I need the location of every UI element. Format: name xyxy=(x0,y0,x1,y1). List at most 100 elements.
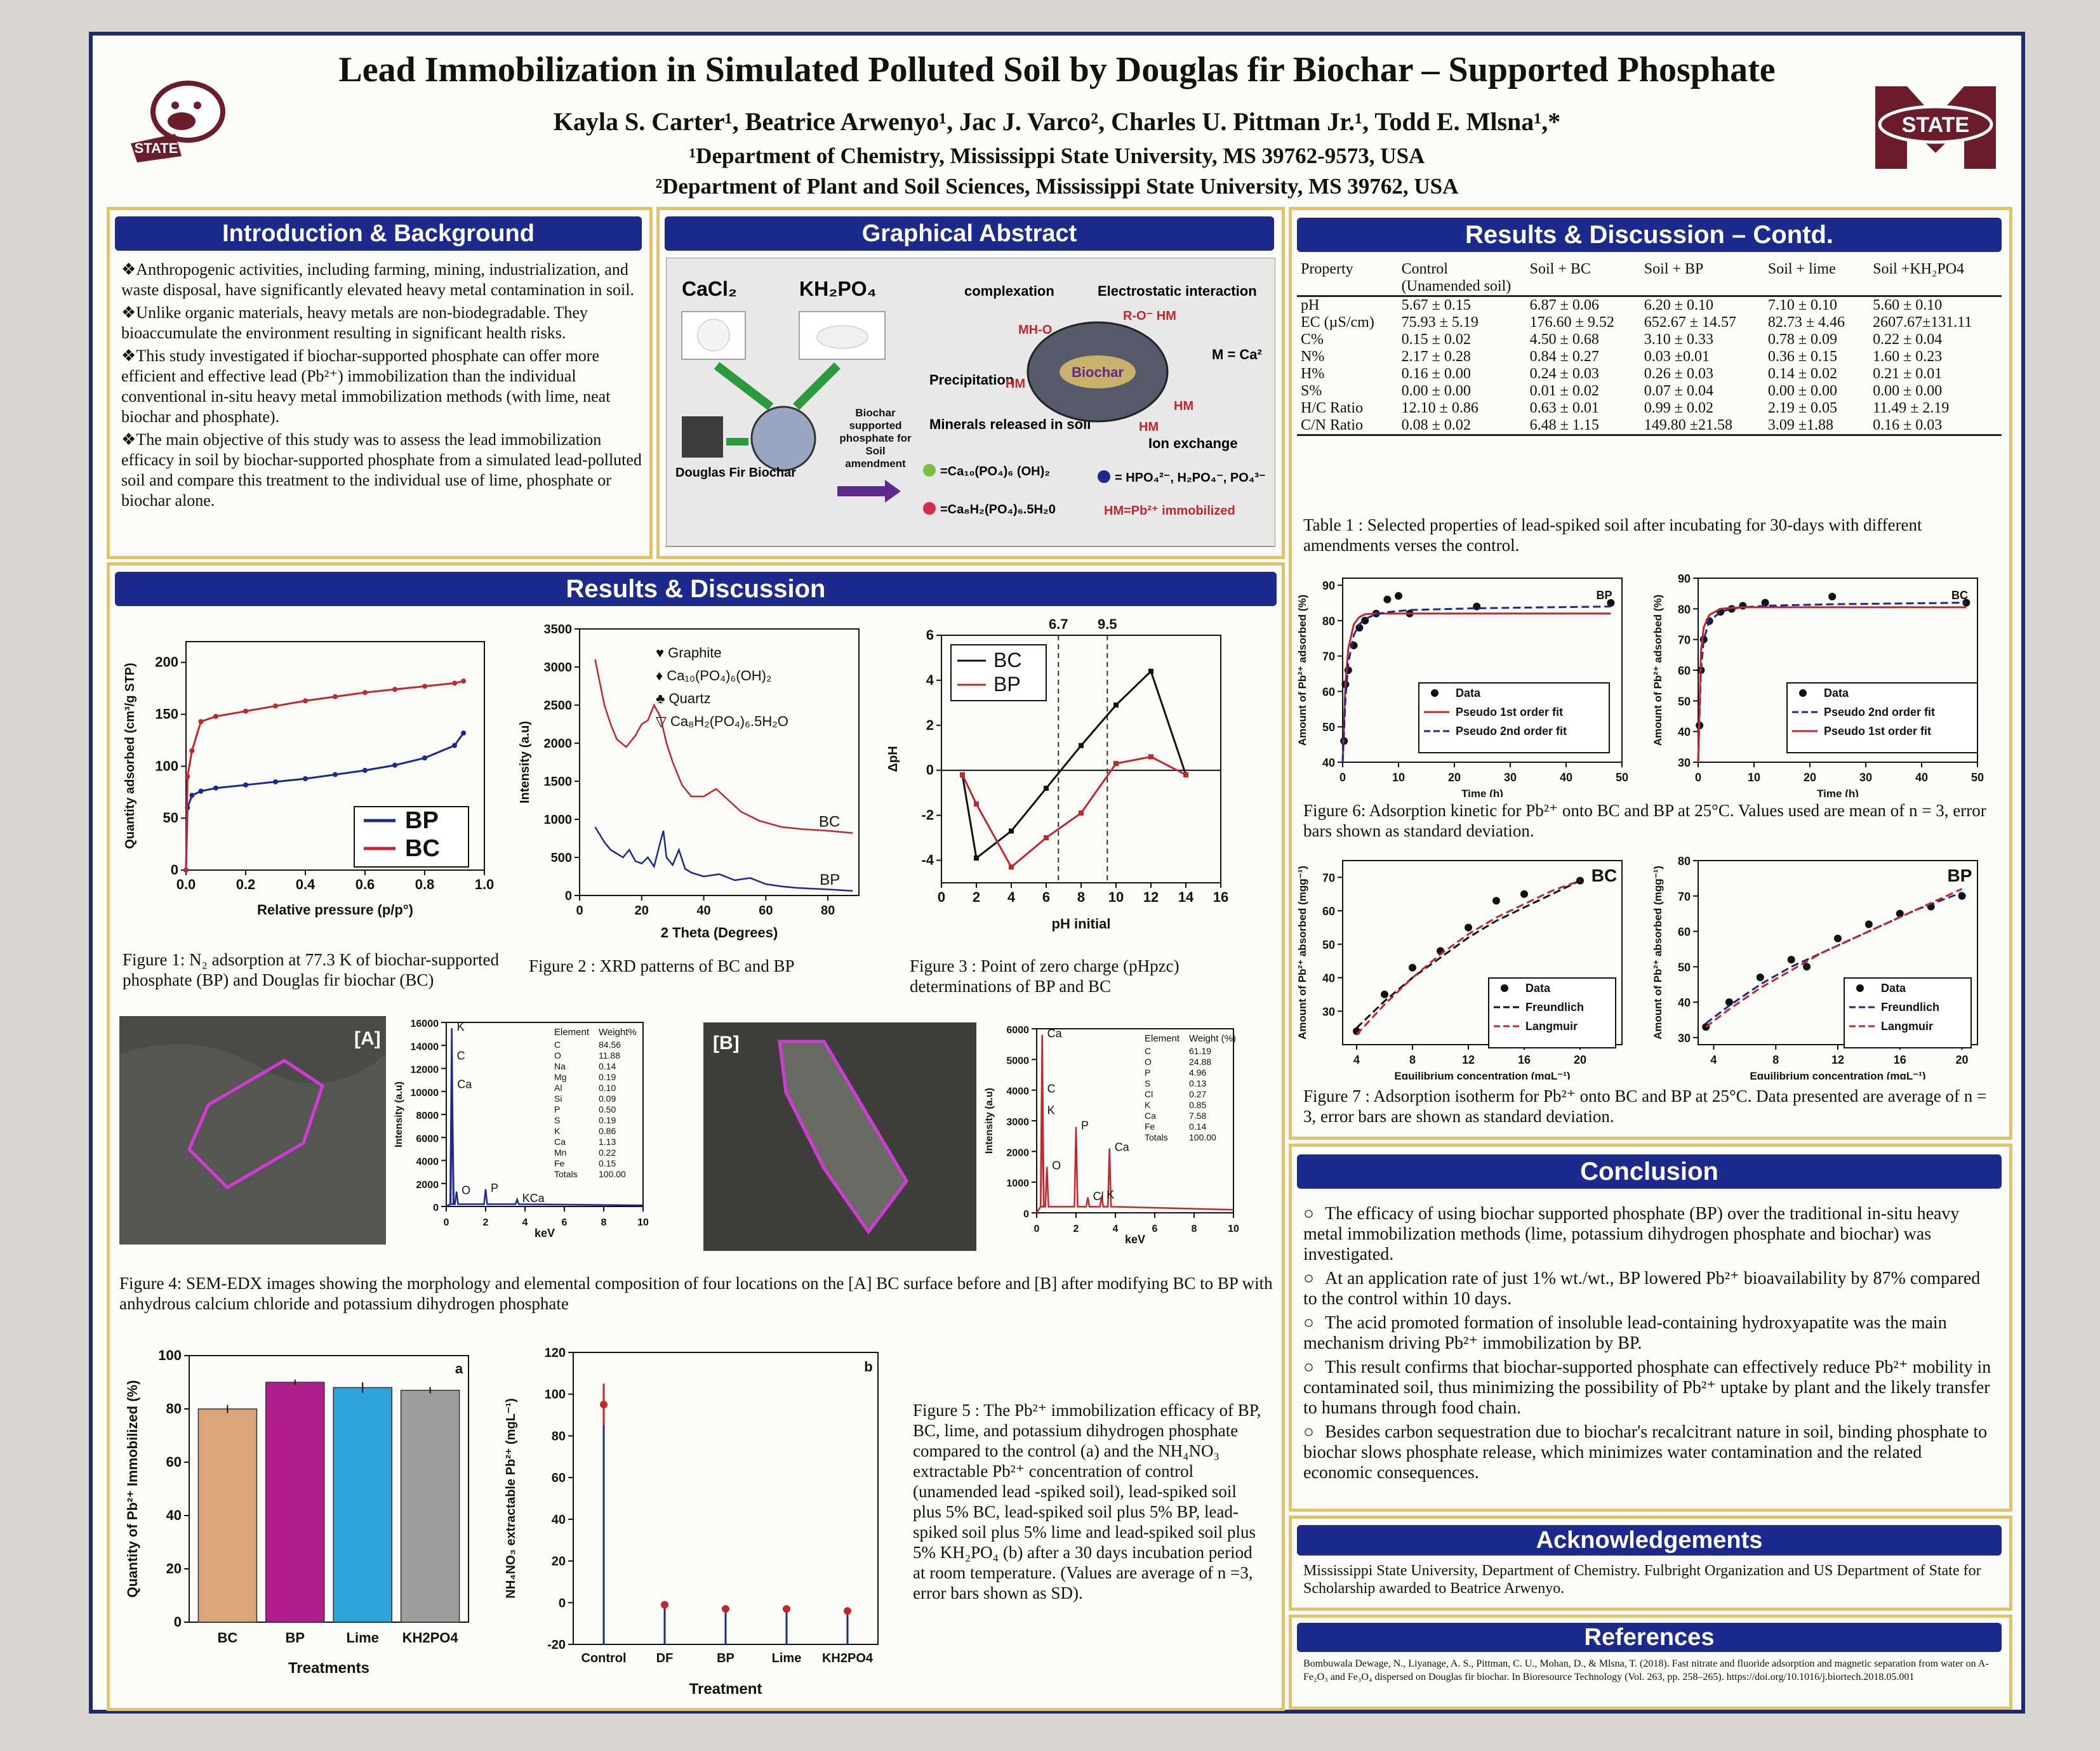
legend-swatch xyxy=(1856,984,1864,992)
panel-label: b xyxy=(864,1359,872,1375)
data-point xyxy=(189,748,195,753)
svg-text:Precipitation: Precipitation xyxy=(929,372,1014,388)
x-tick-label: BC xyxy=(218,1630,238,1646)
svg-text:HM: HM xyxy=(1139,420,1159,434)
series-label: BC xyxy=(819,814,840,831)
x-tick-label: 4 xyxy=(1007,889,1016,905)
series-line-bp xyxy=(961,755,1186,869)
table-cell: 0.14 ± 0.02 xyxy=(1767,366,1838,382)
affiliation-1: ¹Department of Chemistry, Mississippi St… xyxy=(689,143,1425,168)
edx-table-cell: Na xyxy=(554,1061,566,1071)
y-tick-label: 4000 xyxy=(416,1157,439,1168)
legend-swatch xyxy=(1799,689,1807,697)
x-tick-label: 0 xyxy=(1339,771,1346,784)
peak-label: Ca xyxy=(1047,1027,1063,1040)
data-point xyxy=(333,694,338,699)
table-cell: 5.60 ± 0.10 xyxy=(1873,297,1943,314)
data-point xyxy=(422,755,427,761)
x-tick-label: 14 xyxy=(1178,889,1194,905)
x-tick-label: 0.6 xyxy=(356,876,375,892)
y-axis-label: Amount of Pb²⁺ adsorbed (%) xyxy=(1652,595,1664,746)
results-contd-panel: Results & Discussion – Contd. Property C… xyxy=(1289,207,2012,1140)
y-tick-label: -2 xyxy=(921,807,934,823)
edx-table-cell: C xyxy=(554,1040,561,1050)
legend-label: Pseudo 2nd order fit xyxy=(1824,706,1935,718)
y-tick-label: 0 xyxy=(174,1614,182,1630)
table-cell: S% xyxy=(1301,383,1322,399)
y-tick-label: 10000 xyxy=(411,1088,439,1099)
edx-table-cell: Al xyxy=(554,1083,562,1093)
table-cell: 4.50 ± 0.68 xyxy=(1529,331,1599,348)
data-point xyxy=(1148,754,1153,760)
x-tick-label: 20 xyxy=(1448,771,1461,784)
peak-label: Cl xyxy=(1093,1190,1104,1203)
y-tick-label: 30 xyxy=(1322,1005,1335,1018)
edx-table-cell: 24.88 xyxy=(1189,1057,1211,1067)
table-cell: 176.60 ± 9.52 xyxy=(1529,314,1614,331)
x-tick-label: 2 xyxy=(973,889,980,905)
svg-text:Ion exchange: Ion exchange xyxy=(1148,435,1238,451)
y-tick-label: 150 xyxy=(155,706,178,722)
table-cell: C% xyxy=(1301,331,1324,348)
y-axis-label: Amount of Pb²⁺ absorbed (mgg⁻¹) xyxy=(1652,866,1664,1040)
x-tick-label: 10 xyxy=(1228,1224,1239,1234)
table1-caption: Table 1 : Selected properties of lead-sp… xyxy=(1303,515,1922,555)
data-point xyxy=(461,678,467,684)
fig1-n2-adsorption-chart: 0.0 0.2 0.4 0.6 0.8 1.0 0 50 100 150 200 Relative p… xyxy=(123,641,494,918)
edx-table-cell: 0.86 xyxy=(599,1126,616,1136)
data-point xyxy=(1009,828,1014,834)
table-row: N% 2.17 ± 0.28 0.84 ± 0.27 0.03 ±0.01 0.36 ±… xyxy=(1297,348,2002,366)
legend-label: BC xyxy=(994,649,1021,671)
intro-bullets: ❖Anthropogenic activities, including far… xyxy=(121,260,642,513)
x-tick-label: 60 xyxy=(759,904,773,918)
plot-frame xyxy=(573,1352,879,1645)
table-cell: 0.99 ± 0.02 xyxy=(1644,400,1713,416)
x-tick-label: 30 xyxy=(1504,771,1517,784)
data-point xyxy=(333,772,338,777)
fit-line xyxy=(1705,891,1963,1024)
edx-table-cell: S xyxy=(1145,1078,1150,1088)
fig2-xrd-chart: 0 20 40 60 80 0 500 1000 1500 2000 2500 3000 3500 2 T… xyxy=(518,623,860,941)
legend-box xyxy=(1488,977,1616,1048)
y-axis-label: NH₄NO₃ extractable Pb²⁺ (mgL⁻¹) xyxy=(504,1398,518,1598)
data-point xyxy=(198,788,204,794)
x-axis-label: Time (h) xyxy=(1461,788,1503,797)
x-tick-label: 20 xyxy=(1804,771,1816,784)
plot-frame xyxy=(189,1355,469,1623)
data-point xyxy=(1828,593,1837,600)
edx-table-cell: 7.58 xyxy=(1189,1111,1206,1121)
y-tick-label: 80 xyxy=(1678,603,1691,616)
x-tick-label: 50 xyxy=(1616,771,1628,784)
y-tick-label: 0 xyxy=(559,1596,566,1610)
intro-bullet: ❖This study investigated if biochar-supp… xyxy=(121,347,611,426)
bp-label: Biochar supported phosphate for Soil ame… xyxy=(839,407,912,470)
x-tick-label: 12 xyxy=(1831,1054,1844,1066)
peak-label: C xyxy=(1047,1083,1056,1095)
data-point xyxy=(1148,668,1153,674)
data-point xyxy=(1576,876,1584,885)
edx-table-header: Weight (%) xyxy=(1189,1033,1236,1044)
data-point xyxy=(1787,956,1795,964)
table-cell: 0.16 ± 0.00 xyxy=(1401,366,1471,382)
peak-label: Ca xyxy=(1115,1141,1130,1154)
svg-text:HM: HM xyxy=(1174,399,1193,413)
table-cell: N% xyxy=(1301,348,1325,365)
svg-text:M = Ca²: M = Ca² xyxy=(1212,347,1262,362)
data-point xyxy=(243,782,248,788)
legend-label: BP xyxy=(994,673,1021,696)
legend-label: ♣ Quartz xyxy=(656,690,711,706)
edx-table-cell: 0.19 xyxy=(599,1072,616,1082)
table-cell: 0.24 ± 0.03 xyxy=(1529,366,1599,382)
y-tick-label: 16000 xyxy=(411,1019,439,1029)
edx-table-cell: K xyxy=(554,1126,561,1136)
edx-table-cell: 0.10 xyxy=(599,1083,616,1093)
table-cell: 0.01 ± 0.02 xyxy=(1529,383,1599,399)
y-tick-label: 0 xyxy=(171,862,178,878)
x-tick-label: 20 xyxy=(635,904,649,918)
table-cell: 6.48 ± 1.15 xyxy=(1529,417,1599,433)
edx-table-cell: 0.14 xyxy=(599,1061,616,1071)
x-tick-label: 10 xyxy=(1392,771,1405,784)
y-tick-label: 14000 xyxy=(411,1041,439,1052)
soil-properties-table: Property Control (Unamended soil) Soil +… xyxy=(1297,261,2002,436)
x-axis-label: Relative pressure (p/p°) xyxy=(257,902,413,918)
